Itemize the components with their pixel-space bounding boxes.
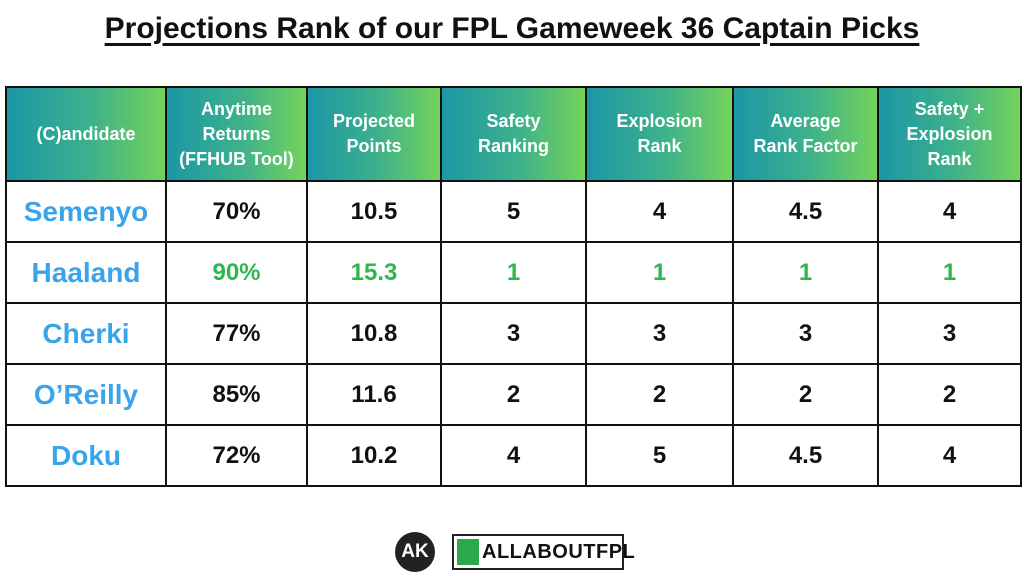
cell-value: 2 [732,363,879,426]
header-row: (C)andidate Anytime Returns (FFHUB Tool) Pro… [5,86,1022,182]
table-row: Haaland 90% 15.3 1 1 1 1 [5,241,1022,304]
column-header: Safety Ranking [440,86,587,182]
cell-value: 1 [585,241,734,304]
cell-value: 5 [440,180,587,243]
cell-value: 72% [165,424,308,487]
header-line: Rank [927,148,972,169]
cell-value: 10.5 [306,180,442,243]
cell-value: 1 [440,241,587,304]
header-line: Average [770,111,841,131]
header-line: Safety + [914,98,985,119]
cell-value: 3 [877,302,1022,365]
header-line: (FFHUB Tool) [179,148,294,169]
header-line: Rank Factor [753,136,858,156]
candidate-name: O’Reilly [5,363,167,426]
cell-value: 10.8 [306,302,442,365]
cell-value: 1 [877,241,1022,304]
cell-value: 85% [165,363,308,426]
table-body: Semenyo 70% 10.5 5 4 4.5 4 Haaland 90% 15.3 1 1 1 1 Ch… [5,180,1022,487]
logo-brand: ALLABOUTFPL [482,541,636,563]
column-header: Projected Points [306,86,442,182]
candidate-name: Cherki [5,302,167,365]
cell-value: 90% [165,241,308,304]
cell-value: 4.5 [732,424,879,487]
header-line: Anytime [200,98,272,119]
cell-value: 2 [877,363,1022,426]
cell-value: 3 [732,302,879,365]
column-header: (C)andidate [5,86,167,182]
logo-badge: AK [395,532,435,572]
header-line: Projected [332,111,416,131]
table-row: Semenyo 70% 10.5 5 4 4.5 4 [5,180,1022,243]
cell-value: 4 [585,180,734,243]
table-row: Doku 72% 10.2 4 5 4.5 4 [5,424,1022,487]
cell-value: 3 [440,302,587,365]
cell-value: 4 [877,180,1022,243]
cell-value: 11.6 [306,363,442,426]
header-line: Rank [637,136,682,156]
projections-table: (C)andidate Anytime Returns (FFHUB Tool) Pro… [5,86,1022,487]
candidate-name: Haaland [5,241,167,304]
candidate-name: Doku [5,424,167,487]
footer-logo: AK ALLABOUTFPL [395,530,635,574]
cell-value: 4 [877,424,1022,487]
header-line: Ranking [477,136,549,156]
column-header: Average Rank Factor [732,86,879,182]
header-line: Safety [486,111,541,131]
cell-value: 2 [585,363,734,426]
cell-value: 77% [165,302,308,365]
table-row: Cherki 77% 10.8 3 3 3 3 [5,302,1022,365]
column-header: Anytime Returns (FFHUB Tool) [165,86,308,182]
cell-value: 2 [440,363,587,426]
header-line: Points [346,136,402,156]
cell-value: 70% [165,180,308,243]
header-line: (C)andidate [36,123,136,144]
cell-value: 5 [585,424,734,487]
title: Projections Rank of our FPL Gameweek 36 … [104,12,920,45]
header-line: Explosion [616,111,703,131]
header-line: Explosion [906,123,993,144]
cell-value: 3 [585,302,734,365]
candidate-name: Semenyo [5,180,167,243]
header-line: Returns [202,123,271,144]
column-header: Explosion Rank [585,86,734,182]
table-row: O’Reilly 85% 11.6 2 2 2 2 [5,363,1022,426]
cell-value: 4 [440,424,587,487]
logo-box: ALLABOUTFPL [452,534,635,570]
cell-value: 1 [732,241,879,304]
column-header: Safety + Explosion Rank [877,86,1022,182]
cell-value: 15.3 [306,241,442,304]
logo-icon [457,539,479,565]
cell-value: 10.2 [306,424,442,487]
cell-value: 4.5 [732,180,879,243]
